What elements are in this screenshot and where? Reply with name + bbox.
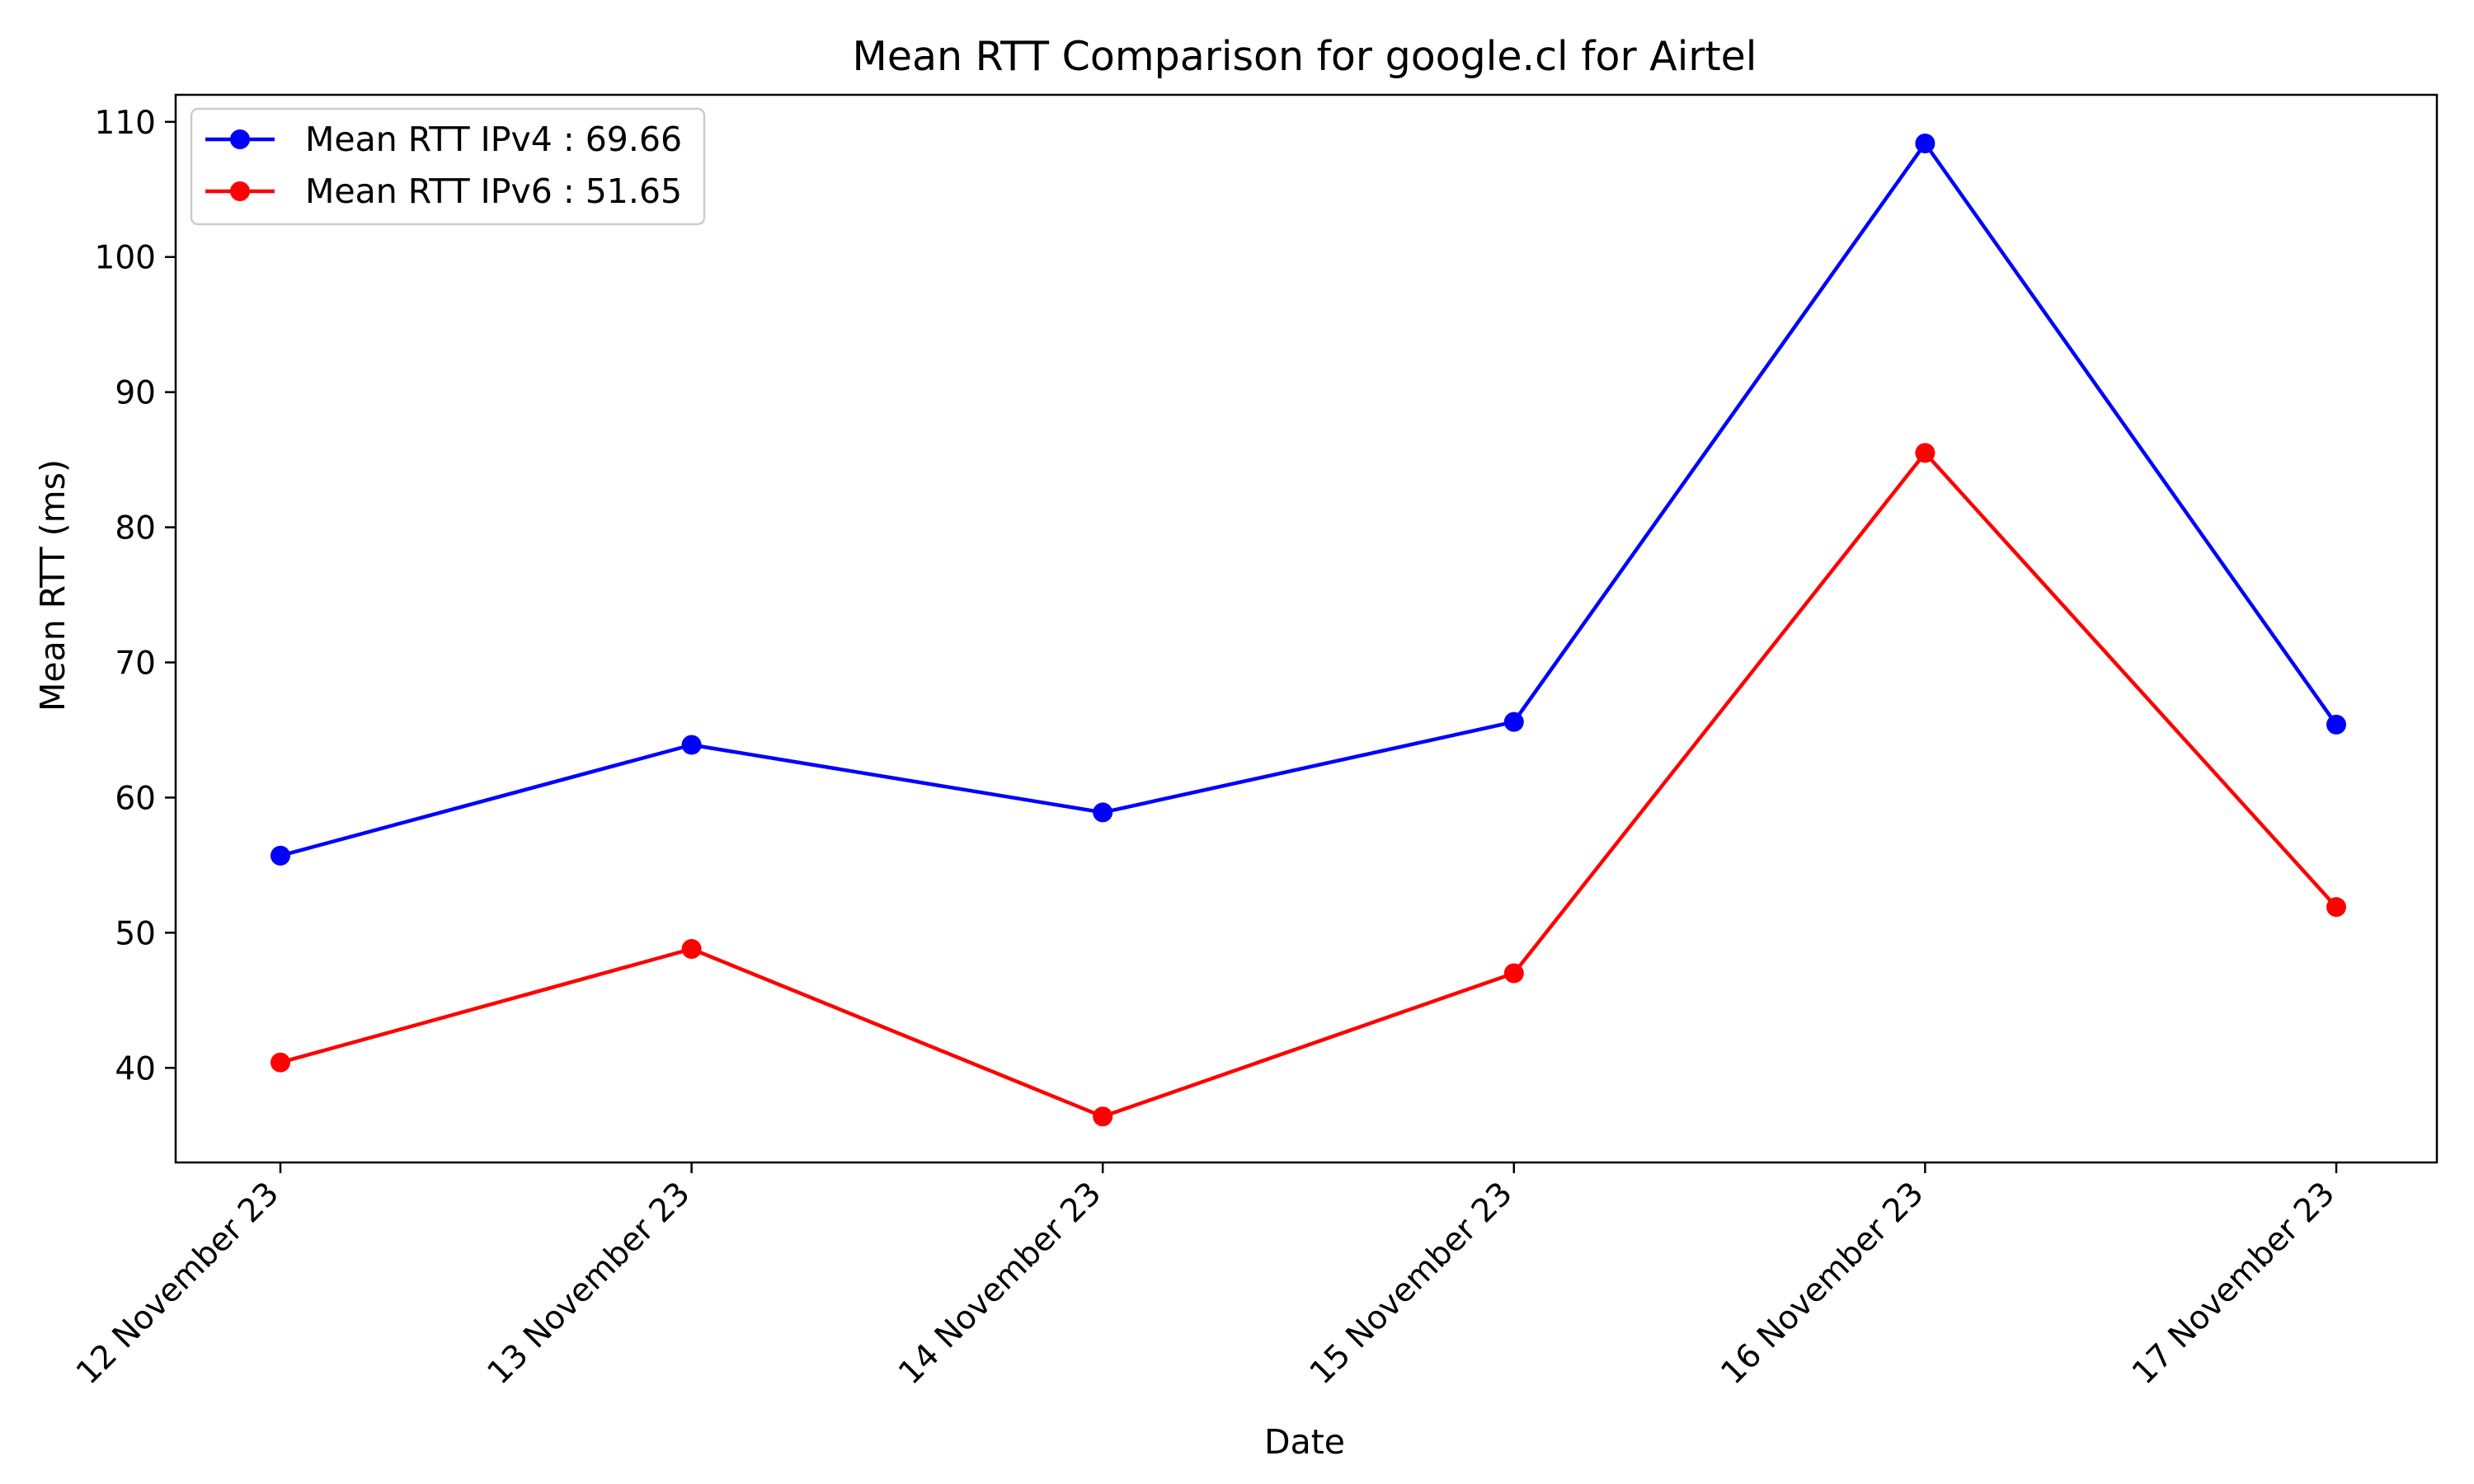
y-tick-label: 100: [95, 240, 156, 277]
y-tick-label: 80: [115, 510, 156, 547]
legend-item-0: Mean RTT IPv4 : 69.66: [205, 120, 682, 159]
y-tick-label: 60: [115, 780, 156, 817]
plot-area: [270, 134, 2346, 1127]
data-point-s0-5: [2326, 714, 2346, 735]
data-point-s1-4: [1915, 443, 1935, 463]
y-tick-label: 110: [95, 105, 156, 142]
chart-title: Mean RTT Comparison for google.cl for Ai…: [853, 33, 1757, 80]
legend-label-1: Mean RTT IPv6 : 51.65: [305, 171, 682, 211]
data-point-s1-5: [2326, 897, 2346, 918]
legend-marker-1: [230, 181, 250, 201]
data-point-s0-0: [270, 845, 290, 866]
y-tick-label: 40: [115, 1050, 156, 1087]
y-tick-label: 50: [115, 915, 156, 952]
data-point-s1-1: [681, 939, 702, 959]
legend-marker-0: [230, 129, 250, 149]
data-point-s1-2: [1093, 1106, 1113, 1127]
data-point-s0-2: [1093, 802, 1113, 823]
data-point-s0-3: [1503, 711, 1524, 732]
plot-frame: [174, 93, 2439, 1164]
legend-item-1: Mean RTT IPv6 : 51.65: [205, 171, 682, 211]
x-axis-label: Date: [1264, 1422, 1345, 1462]
y-tick-label: 70: [115, 645, 156, 682]
data-point-s1-3: [1503, 963, 1524, 984]
series-line-1: [280, 451, 2338, 1119]
series-line-0: [280, 141, 2338, 858]
y-axis-label: Mean RTT (ms): [33, 459, 73, 711]
data-point-s0-1: [681, 735, 702, 755]
legend: Mean RTT IPv4 : 69.66 Mean RTT IPv6 : 51.…: [190, 107, 706, 226]
data-point-s0-4: [1915, 134, 1935, 154]
data-point-s1-0: [270, 1052, 290, 1073]
legend-label-0: Mean RTT IPv4 : 69.66: [305, 120, 682, 159]
y-tick-label: 90: [115, 375, 156, 412]
legend-box: [190, 107, 706, 226]
